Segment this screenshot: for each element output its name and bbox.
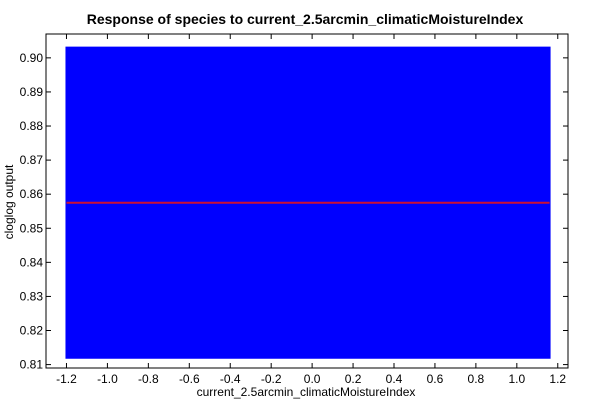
chart-title: Response of species to current_2.5arcmin… [87, 11, 524, 27]
x-tick-label: -0.8 [138, 372, 159, 386]
x-tick-label: 0.8 [468, 372, 485, 386]
y-tick-label: 0.87 [20, 153, 44, 167]
x-axis: -1.2 -1.0 -0.8 -0.6 -0.4 -0.2 0.0 0.2 0.4 0.6 0.8 1… [56, 34, 566, 386]
y-axis-label: cloglog output [2, 164, 16, 239]
y-tick-label: 0.84 [20, 255, 44, 269]
y-tick-label: 0.82 [20, 324, 44, 338]
x-tick-label: 0.6 [427, 372, 444, 386]
y-axis: 0.81 0.82 0.83 0.84 0.85 0.86 0.87 0.88 0.89 0.90 [20, 51, 568, 372]
y-tick-label: 0.85 [20, 221, 44, 235]
plot-frame [45, 33, 569, 369]
x-tick-label: -0.4 [220, 372, 241, 386]
x-tick-label: -1.2 [56, 372, 77, 386]
x-tick-label: 0.0 [304, 372, 321, 386]
x-tick-label: -1.0 [97, 372, 118, 386]
x-tick-label: 1.0 [508, 372, 525, 386]
x-tick-label: 0.2 [345, 372, 362, 386]
x-tick-label: 0.4 [386, 372, 403, 386]
x-tick-label: -0.2 [261, 372, 282, 386]
plot-area [65, 46, 551, 359]
y-tick-label: 0.88 [20, 119, 44, 133]
y-tick-label: 0.86 [20, 187, 44, 201]
x-axis-label: current_2.5arcmin_climaticMoistureIndex [197, 385, 416, 399]
y-tick-label: 0.83 [20, 289, 44, 303]
y-tick-label: 0.81 [20, 358, 44, 372]
x-tick-label: -0.6 [179, 372, 200, 386]
x-tick-label: 1.2 [549, 372, 566, 386]
y-tick-label: 0.90 [20, 51, 44, 65]
y-tick-label: 0.89 [20, 85, 44, 99]
